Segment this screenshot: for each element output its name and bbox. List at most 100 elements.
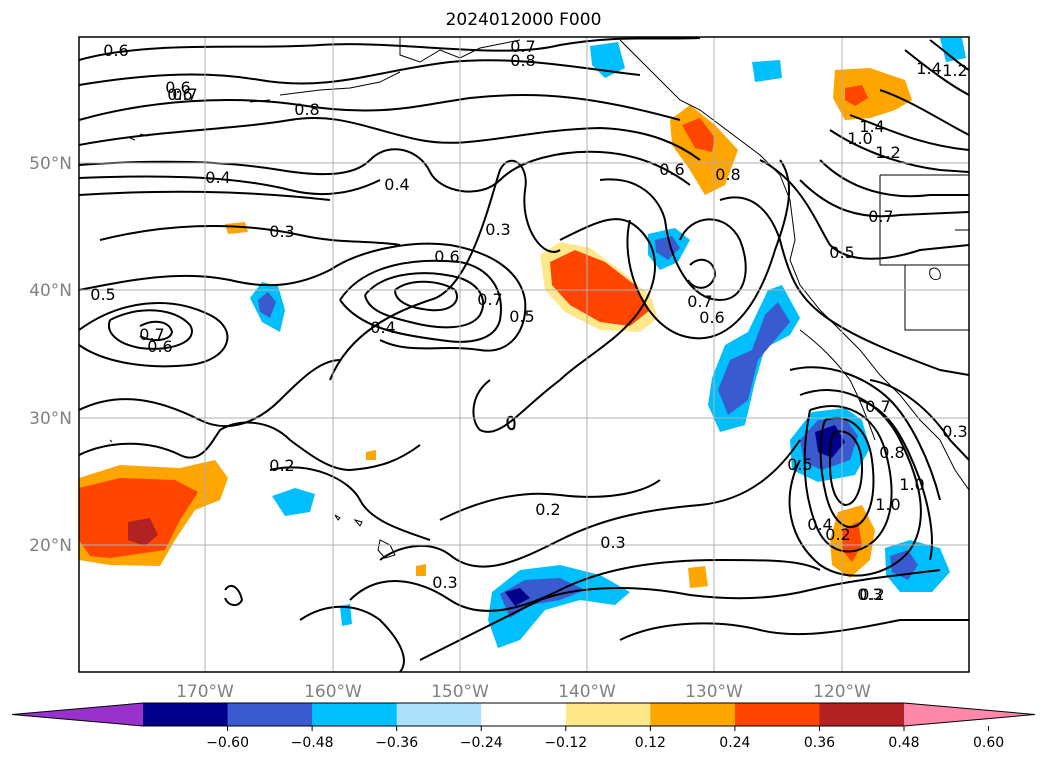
colorbar-tick-label: 0.36	[804, 735, 835, 751]
contour-label: 0.3	[269, 222, 294, 241]
contour-label: 0.5	[509, 307, 534, 326]
colorbar-segment	[819, 703, 905, 726]
map-frame	[78, 36, 970, 673]
contour-label: 0.5	[787, 455, 812, 474]
contour-label: 0.6	[434, 247, 459, 266]
contour-label: 0.3	[485, 220, 510, 239]
colorbar-tick-label: −0.48	[291, 735, 334, 751]
lat-label: 40°N	[29, 281, 72, 301]
lon-label: 120°W	[813, 682, 871, 702]
colorbar-segment	[143, 703, 229, 726]
colorbar-tick-label: −0.36	[375, 735, 418, 751]
contour-label: 0.7	[139, 325, 164, 344]
contour-label: 0.4	[205, 168, 230, 187]
positive-anomaly-canada	[833, 68, 912, 120]
contour-layer	[79, 37, 969, 672]
contour-label: 0.2	[535, 500, 560, 519]
colorbar-segment	[734, 703, 820, 726]
positive-small-3	[366, 450, 376, 460]
lon-label: 130°W	[685, 682, 743, 702]
contour-label: 0.5	[829, 243, 854, 262]
contour-label-layer: 0.60.60.70.80.60.70.40.30.80.40.5 0.70.60…	[90, 37, 967, 604]
colorbar-tick-label: 0.48	[888, 735, 919, 751]
contour-label: 0.3	[857, 585, 882, 604]
colorbar-tick-label: −0.24	[460, 735, 503, 751]
contour-label: 0.8	[510, 51, 535, 70]
positive-anomaly-gulf-core	[682, 118, 715, 152]
contour-label: 0.2	[269, 456, 294, 475]
contour-label: 0.2	[859, 585, 884, 604]
lon-axis-labels: 170°W 160°W 150°W 140°W 130°W 120°W	[176, 682, 871, 702]
contour-label: 0.6	[147, 337, 172, 356]
contour-label: 0.8	[294, 100, 319, 119]
contour-label: 0.7	[510, 37, 535, 56]
colorbar-extend-min	[12, 703, 143, 726]
colorbar-segment	[312, 703, 398, 726]
positive-anomaly-canada-core	[845, 85, 868, 106]
colorbar-tick-label: −0.12	[544, 735, 587, 751]
contour-label: 1.0	[875, 495, 900, 514]
colorbar-outline	[11, 702, 1036, 727]
colorbar-segment	[481, 703, 567, 726]
contour-label: 0.5	[90, 285, 115, 304]
contour-label: 1.0	[899, 475, 924, 494]
map-title: 2024012000 F000	[445, 10, 602, 30]
gridline-layer	[79, 37, 969, 672]
lat-label: 20°N	[29, 536, 72, 556]
contour-label: 1.2	[875, 143, 900, 162]
lon-label: 160°W	[304, 682, 362, 702]
positive-small-1	[225, 222, 248, 234]
coastline-layer	[109, 37, 969, 559]
colorbar-tick-label: 0.12	[635, 735, 666, 751]
lat-label: 50°N	[29, 154, 72, 174]
contour-label: 1.4	[859, 117, 884, 136]
positive-anomaly-west-peak	[128, 518, 158, 546]
negative-anomaly-nw-core	[258, 292, 276, 318]
colorbar-segment	[650, 703, 736, 726]
colorbar-extend-max	[904, 703, 1035, 726]
contour-label: 0.3	[942, 422, 967, 441]
contour-label: 0.6	[103, 41, 128, 60]
contour-label: 0.8	[879, 443, 904, 462]
contour-label: 1.0	[847, 129, 872, 148]
contour-label: 0.6	[167, 85, 192, 104]
contour-label: 0.8	[715, 165, 740, 184]
shading-layer	[79, 38, 966, 648]
negative-anomaly-south-peak	[505, 588, 530, 606]
contour-label: 0.6	[165, 78, 190, 97]
lat-axis-labels: 50°N 40°N 30°N 20°N	[29, 154, 72, 556]
contour-label: 0.2	[825, 525, 850, 544]
contour-label: 0.4	[807, 515, 832, 534]
contour-label: 1.2	[942, 61, 967, 80]
negative-small-4	[752, 60, 782, 82]
contour-label: 0.4	[370, 318, 395, 337]
contour-label: 0.7	[687, 292, 712, 311]
contour-label: 0.7	[865, 397, 890, 416]
positive-small-4	[416, 564, 426, 576]
colorbar-tick-label: 0.60	[973, 735, 1004, 751]
negative-anomaly-se-core	[890, 550, 918, 580]
contour-label: 0.7	[172, 85, 197, 104]
negative-small-1	[272, 488, 315, 516]
positive-anomaly-west-core	[79, 478, 198, 558]
lon-label: 170°W	[176, 682, 234, 702]
negative-anomaly-coast-core	[718, 302, 790, 415]
positive-anomaly-central-core	[550, 250, 650, 326]
contour-label: 0.7	[477, 290, 502, 309]
negative-small-2	[340, 604, 352, 626]
contour-label: 0.3	[432, 573, 457, 592]
contour-label: 0.6	[659, 160, 684, 179]
colorbar-segment	[396, 703, 482, 726]
lat-label: 30°N	[29, 409, 72, 429]
contour-label: 0.3	[600, 533, 625, 552]
negative-small-5	[940, 38, 966, 62]
contour-label: 0.7	[868, 207, 893, 226]
positive-small-2	[688, 566, 708, 588]
colorbar: −0.60 −0.48 −0.36 −0.24 −0.12 0.12 0.24 0.36 0.4…	[11, 702, 1036, 751]
lon-label: 140°W	[558, 682, 616, 702]
contour-label: 0.6	[699, 308, 724, 327]
colorbar-segment	[227, 703, 313, 726]
colorbar-segment	[565, 703, 651, 726]
lon-label: 150°W	[431, 682, 489, 702]
